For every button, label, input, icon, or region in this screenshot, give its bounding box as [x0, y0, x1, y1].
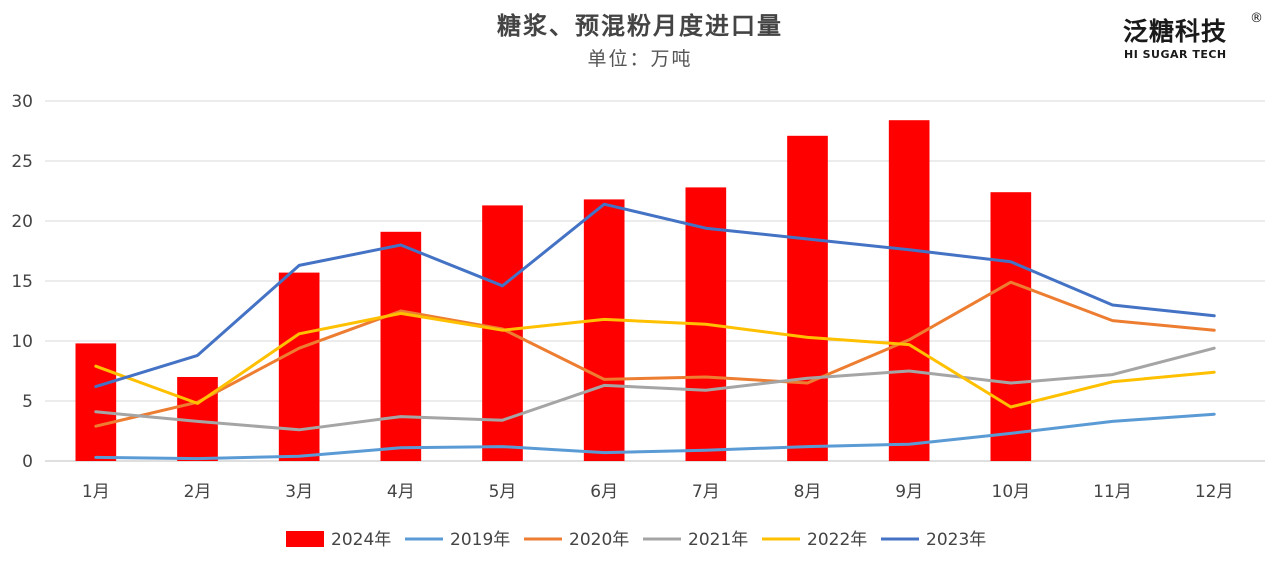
y-tick-label: 15: [11, 272, 33, 292]
x-tick-label: 1月: [82, 482, 110, 502]
chart-title: 糖浆、预混粉月度进口量: [497, 11, 783, 40]
legend: 2024年 2019年 2020年 2021年 2022年 2023年: [286, 530, 986, 550]
bar: [990, 192, 1032, 461]
y-tick-label: 25: [11, 152, 33, 172]
series-line-2023: [94, 202, 1216, 389]
x-tick-label: 8月: [794, 482, 822, 502]
legend-label: 2019年: [450, 530, 510, 550]
bar: [278, 272, 320, 461]
y-tick-label: 5: [22, 392, 33, 412]
logo-registered-mark: ®: [1250, 11, 1263, 26]
bar: [583, 199, 625, 461]
x-tick-label: 6月: [590, 482, 618, 502]
x-tick-label: 2月: [184, 482, 212, 502]
y-tick-label: 20: [11, 212, 33, 232]
bar: [787, 135, 828, 462]
x-tick-label: 9月: [895, 482, 923, 502]
x-tick-label: 4月: [387, 482, 415, 502]
x-tick-label: 3月: [285, 482, 313, 502]
legend-label: 2023年: [926, 530, 986, 550]
gridlines: [45, 100, 1265, 462]
series-line-2022: [94, 311, 1216, 409]
y-tick-label: 10: [11, 332, 33, 352]
legend-label: 2024年: [331, 530, 391, 550]
y-tick-label: 30: [11, 92, 33, 112]
bar: [888, 120, 930, 461]
legend-swatch-bar: [286, 531, 324, 547]
x-tick-label: 10月: [992, 482, 1031, 502]
x-axis-ticks: 1月 2月 3月 4月 5月 6月 7月 8月 9月 10月 11月 12月: [82, 482, 1234, 502]
logo-name-cn: 泛糖科技: [1123, 17, 1227, 46]
bar: [380, 231, 422, 461]
x-tick-label: 11月: [1093, 482, 1132, 502]
chart-subtitle: 单位：万吨: [587, 48, 692, 70]
y-axis-ticks: 0 5 10 15 20 25 30: [11, 92, 33, 472]
series-line-2019: [94, 412, 1216, 461]
x-tick-label: 7月: [692, 482, 720, 502]
logo-name-en: HI SUGAR TECH: [1124, 48, 1227, 61]
legend-label: 2022年: [807, 530, 867, 550]
x-tick-label: 5月: [489, 482, 517, 502]
series-line-2020: [94, 280, 1216, 428]
bar: [75, 343, 117, 461]
x-tick-label: 12月: [1195, 482, 1234, 502]
y-tick-label: 0: [22, 452, 33, 472]
bar-series-2024: [75, 120, 1032, 462]
legend-label: 2020年: [569, 530, 629, 550]
bar: [482, 205, 523, 461]
series-line-2021: [94, 346, 1216, 432]
logo: 泛糖科技 ® HI SUGAR TECH: [1123, 11, 1263, 61]
legend-label: 2021年: [688, 530, 748, 550]
line-series-group: [94, 202, 1216, 461]
